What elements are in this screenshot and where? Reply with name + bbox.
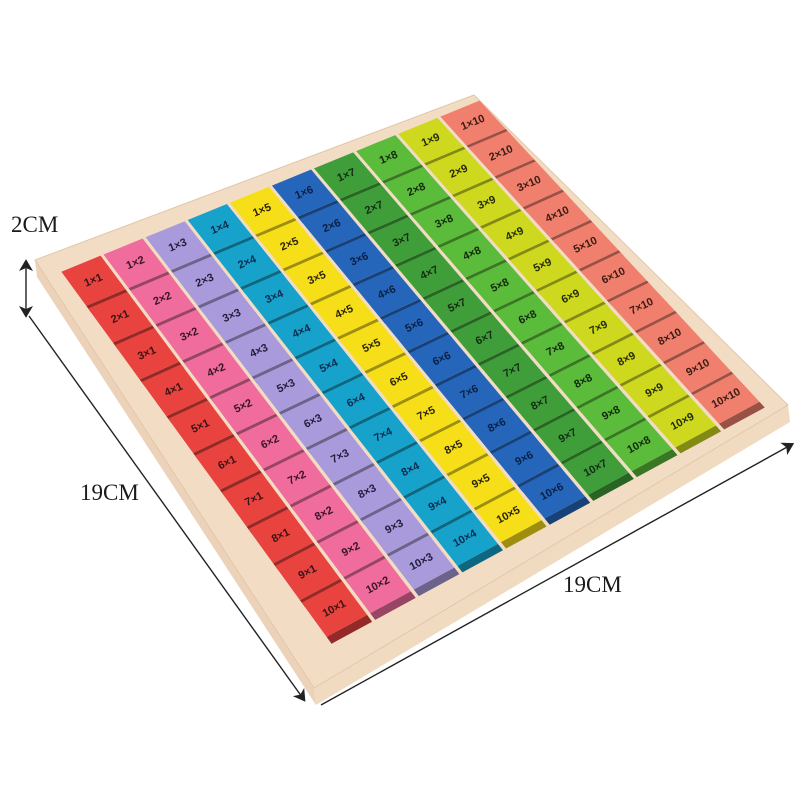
svg-text:19CM: 19CM <box>563 572 622 597</box>
svg-text:2CM: 2CM <box>11 212 58 237</box>
svg-text:19CM: 19CM <box>80 480 139 505</box>
